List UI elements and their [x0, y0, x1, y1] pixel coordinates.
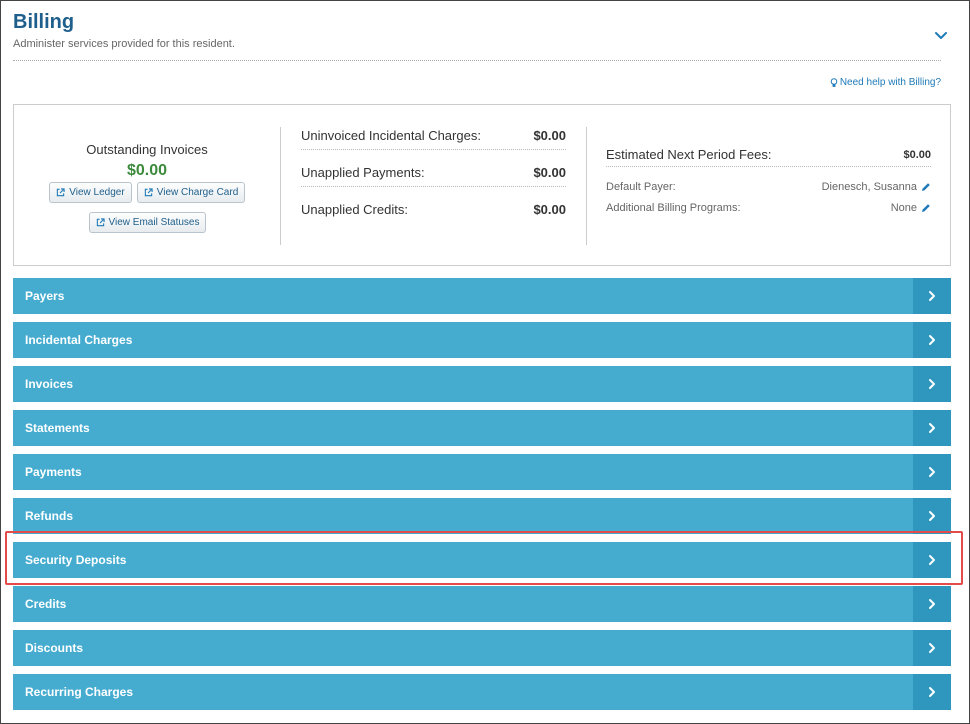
- default-payer-value: Dienesch, Susanna: [821, 181, 917, 193]
- chevron-right-icon[interactable]: [913, 630, 951, 666]
- additional-programs-value: None: [890, 202, 917, 214]
- estimated-fees-label: Estimated Next Period Fees:: [606, 147, 772, 162]
- outstanding-invoices-label: Outstanding Invoices: [86, 142, 208, 157]
- view-ledger-label: View Ledger: [69, 187, 125, 198]
- chevron-right-icon[interactable]: [913, 410, 951, 446]
- pencil-icon[interactable]: [921, 203, 931, 213]
- help-link[interactable]: Need help with Billing?: [830, 77, 941, 88]
- summary-divider: [280, 127, 281, 245]
- section-label: Payments: [25, 465, 82, 479]
- view-ledger-button[interactable]: View Ledger: [49, 182, 132, 203]
- page-subtitle: Administer services provided for this re…: [13, 38, 235, 50]
- section-label: Credits: [25, 597, 67, 611]
- section-label: Refunds: [25, 509, 73, 523]
- unapplied-payments-amount: $0.00: [533, 165, 566, 180]
- uninvoiced-charges-row: Uninvoiced Incidental Charges: $0.00: [301, 122, 566, 150]
- section-label: Statements: [25, 421, 90, 435]
- chevron-down-icon[interactable]: [933, 27, 949, 43]
- section-label: Incidental Charges: [25, 333, 133, 347]
- section-label: Discounts: [25, 641, 84, 655]
- estimated-fees-row: Estimated Next Period Fees: $0.00: [606, 143, 931, 167]
- uninvoiced-charges-label: Uninvoiced Incidental Charges:: [301, 128, 481, 143]
- external-link-icon: [96, 218, 105, 227]
- section-label: Payers: [25, 289, 65, 303]
- unapplied-payments-row: Unapplied Payments: $0.00: [301, 159, 566, 187]
- chevron-right-icon[interactable]: [913, 322, 951, 358]
- pencil-icon[interactable]: [921, 182, 931, 192]
- view-email-statuses-button[interactable]: View Email Statuses: [89, 212, 206, 233]
- external-link-icon: [144, 188, 153, 197]
- outstanding-invoices-panel: Outstanding Invoices $0.00 View Ledger V…: [14, 105, 280, 265]
- billing-summary: Outstanding Invoices $0.00 View Ledger V…: [13, 104, 951, 266]
- unapplied-credits-amount: $0.00: [533, 201, 566, 217]
- additional-programs-row: Additional Billing Programs: None: [606, 200, 931, 216]
- section-credits[interactable]: Credits: [13, 586, 951, 622]
- outstanding-invoices-amount: $0.00: [126, 162, 168, 179]
- section-label: Recurring Charges: [25, 685, 134, 699]
- view-charge-card-label: View Charge Card: [156, 187, 239, 198]
- section-payments[interactable]: Payments: [13, 454, 951, 490]
- default-payer-label: Default Payer:: [606, 181, 676, 193]
- uninvoiced-charges-amount: $0.00: [533, 128, 566, 143]
- section-statements[interactable]: Statements: [13, 410, 951, 446]
- estimated-fees-amount: $0.00: [903, 148, 931, 161]
- chevron-right-icon[interactable]: [913, 542, 951, 578]
- unapplied-credits-label: Unapplied Credits:: [301, 201, 408, 217]
- chevron-right-icon[interactable]: [913, 674, 951, 710]
- section-invoices[interactable]: Invoices: [13, 366, 951, 402]
- chevron-right-icon[interactable]: [913, 498, 951, 534]
- help-link-label: Need help with Billing?: [839, 77, 941, 88]
- view-email-statuses-label: View Email Statuses: [108, 217, 200, 228]
- chevron-right-icon[interactable]: [913, 366, 951, 402]
- chevron-right-icon[interactable]: [913, 586, 951, 622]
- section-refunds[interactable]: Refunds: [13, 498, 951, 534]
- view-charge-card-button[interactable]: View Charge Card: [137, 182, 245, 203]
- unapplied-credits-row: Unapplied Credits: $0.00: [301, 195, 566, 223]
- billing-header: Billing Administer services provided for…: [13, 11, 941, 50]
- section-security-deposits[interactable]: Security Deposits: [13, 542, 951, 578]
- section-label: Security Deposits: [25, 553, 127, 567]
- section-label: Invoices: [25, 377, 74, 391]
- additional-programs-label: Additional Billing Programs:: [606, 202, 741, 214]
- default-payer-row: Default Payer: Dienesch, Susanna: [606, 179, 931, 195]
- chevron-right-icon[interactable]: [913, 278, 951, 314]
- header-divider: [13, 60, 941, 61]
- page-title: Billing: [13, 11, 75, 33]
- section-payers[interactable]: Payers: [13, 278, 951, 314]
- chevron-right-icon[interactable]: [913, 454, 951, 490]
- section-recurring-charges[interactable]: Recurring Charges: [13, 674, 951, 710]
- summary-divider: [586, 127, 587, 245]
- external-link-icon: [57, 188, 65, 197]
- section-discounts[interactable]: Discounts: [13, 630, 951, 666]
- lightbulb-icon: [830, 77, 838, 87]
- section-incidental-charges[interactable]: Incidental Charges: [13, 322, 951, 358]
- unapplied-payments-label: Unapplied Payments:: [301, 165, 425, 180]
